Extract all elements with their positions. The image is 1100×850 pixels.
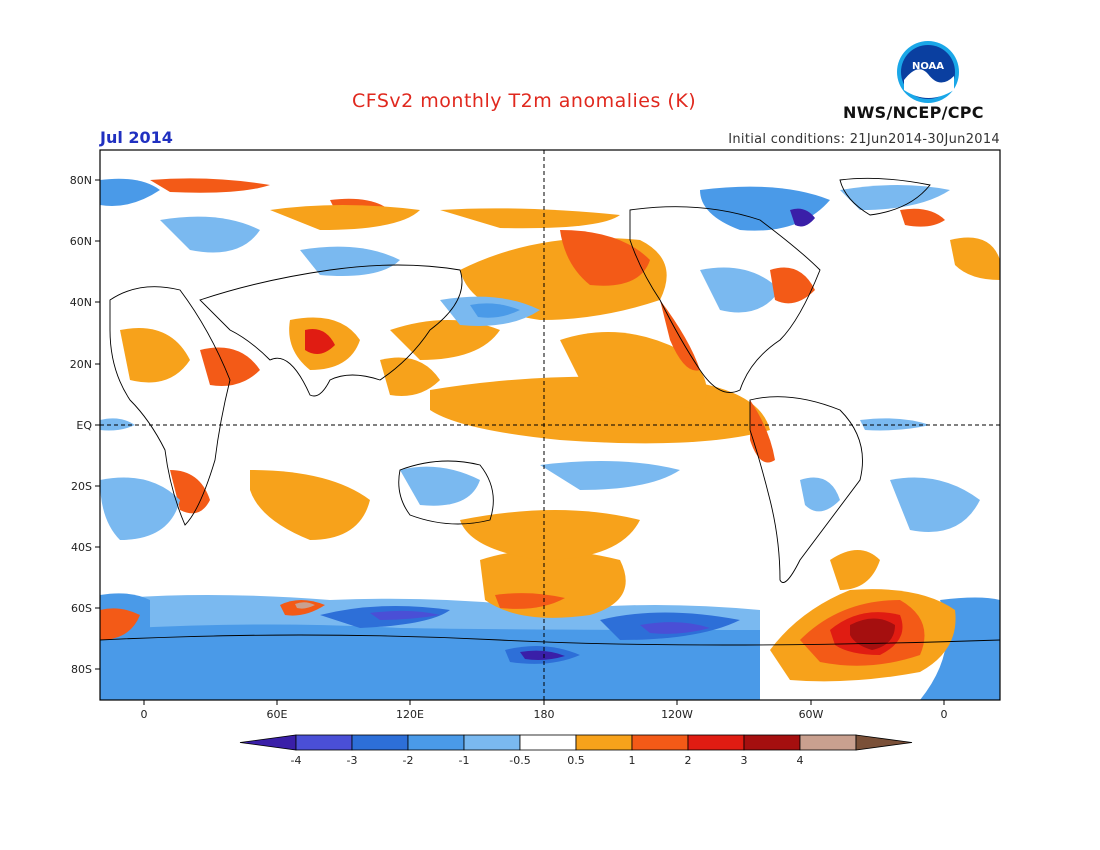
lat-label: 20N — [70, 358, 92, 371]
lon-label: 0 — [941, 708, 948, 721]
colorbar-arrow-high — [855, 734, 913, 751]
lat-label: 20S — [71, 480, 92, 493]
west-warm-spot — [100, 608, 140, 640]
equatorial-west-cold — [100, 418, 135, 431]
lon-ticks — [143, 700, 945, 705]
lon-label: 120W — [661, 708, 693, 721]
peru-coast-warm — [750, 400, 775, 463]
antarctic-cold-core-2 — [370, 610, 440, 620]
india-warm-core — [305, 329, 335, 354]
antarctic-cold-core-6 — [520, 650, 565, 660]
colorbar-tick-label: -2 — [403, 754, 414, 767]
lon-label: 120E — [396, 708, 424, 721]
lon-labels: 0 60E 120E 180 120W 60W 0 — [141, 708, 948, 721]
colorbar-tick-label: -1 — [459, 754, 470, 767]
south-pacific-cold — [540, 461, 680, 490]
russia-warm — [950, 237, 1000, 280]
south-pacific-midlat-warm — [460, 510, 640, 560]
map-title: CFSv2 monthly T2m anomalies (K) — [352, 90, 697, 112]
east-antarctic-cold — [920, 597, 1000, 700]
noaa-logo-icon: NOAA — [897, 41, 959, 103]
arctic-cold-core — [790, 208, 815, 227]
china-warm — [380, 357, 440, 396]
north-atlantic-warm — [770, 267, 815, 304]
colorbar-swatch — [631, 734, 689, 751]
lat-label: 60N — [70, 235, 92, 248]
colorbar-tick-label: -4 — [291, 754, 302, 767]
australia-cold — [400, 466, 480, 506]
lon-label: 0 — [141, 708, 148, 721]
colorbar-swatch — [407, 734, 465, 751]
arabia-warm — [200, 347, 260, 386]
siberia-cold — [300, 246, 400, 276]
colorbar-tick-label: 3 — [741, 754, 748, 767]
weddell-hot-max — [850, 618, 895, 650]
lat-label: 80S — [71, 663, 92, 676]
coastlines — [100, 177, 1000, 646]
arctic-cold-1 — [100, 178, 160, 206]
colorbar-tick-label: -0.5 — [509, 754, 530, 767]
lon-label: 180 — [534, 708, 555, 721]
initial-conditions: Initial conditions: 21Jun2014-30Jun2014 — [728, 132, 1000, 147]
colorbar: -4 -3 -2 -1 -0.5 0.5 1 2 3 4 — [239, 734, 913, 767]
colorbar-tick-label: 1 — [629, 754, 636, 767]
antarctic-cold-core-4 — [640, 622, 710, 634]
south-africa-warm — [170, 470, 210, 514]
gulf-alaska-warm — [560, 230, 650, 286]
colorbar-swatch — [351, 734, 409, 751]
greenland-cold — [840, 185, 950, 210]
africa-warm — [120, 328, 190, 383]
lat-ticks — [95, 179, 100, 670]
indian-ocean-warm — [250, 470, 370, 540]
lon-label: 60E — [267, 708, 288, 721]
south-atlantic-cold — [100, 477, 180, 540]
colorbar-swatch — [687, 734, 745, 751]
colorbar-tick-label: 4 — [797, 754, 804, 767]
map-field — [100, 150, 1000, 700]
colorbar-tick-label: 2 — [685, 754, 692, 767]
north-pacific-cold-core — [470, 303, 520, 318]
colorbar-swatch — [519, 734, 577, 751]
south-atlantic-cold-2 — [890, 477, 980, 532]
valid-month: Jul 2014 — [100, 128, 173, 147]
south-pacific-warm-core — [495, 593, 565, 609]
organization-label: NWS/NCEP/CPC — [843, 103, 984, 122]
colorbar-tick-label: -3 — [347, 754, 358, 767]
south-america-cold — [800, 477, 840, 512]
arctic-warm-1 — [150, 178, 270, 193]
colorbar-tick-label: 0.5 — [567, 754, 585, 767]
lat-label: EQ — [76, 419, 92, 432]
indian-ocean-warm-core — [295, 602, 315, 609]
east-pacific-warm — [560, 332, 707, 410]
colorbar-swatch — [743, 734, 801, 751]
south-america-warm — [830, 550, 880, 590]
us-west-coast-warm — [660, 300, 700, 371]
scandinavia-warm — [900, 208, 945, 227]
lat-label: 60S — [71, 602, 92, 615]
central-pacific-warm — [390, 320, 500, 360]
svg-text:NOAA: NOAA — [912, 61, 944, 72]
north-america-cold — [700, 267, 780, 313]
arctic-band-warm — [440, 208, 620, 229]
lat-labels: 80N 60N 40N 20N EQ 20S 40S 60S 80S — [70, 174, 93, 676]
colorbar-swatch — [575, 734, 633, 751]
lat-label: 40S — [71, 541, 92, 554]
lat-label: 40N — [70, 296, 92, 309]
lon-label: 60W — [799, 708, 824, 721]
colorbar-arrow-low — [239, 734, 297, 751]
lat-label: 80N — [70, 174, 92, 187]
equatorial-atlantic-cold — [860, 418, 930, 431]
colorbar-swatch — [463, 734, 521, 751]
siberia-warm — [270, 205, 420, 230]
europe-cold — [160, 216, 260, 253]
colorbar-swatch — [799, 734, 857, 751]
colorbar-swatch — [295, 734, 353, 751]
